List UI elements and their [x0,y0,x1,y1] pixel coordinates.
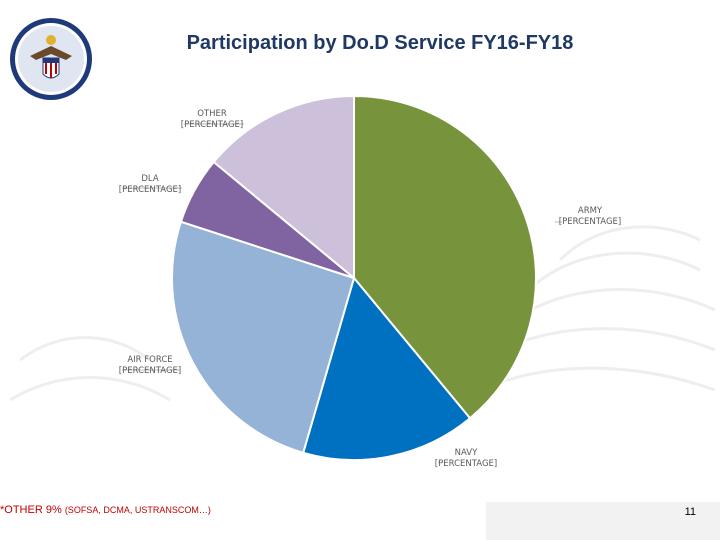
pie-slice-army [353,94,537,420]
slice-label-dla: DLA [PERCENTAGE] [119,174,181,195]
footnote-main: *OTHER 9% [0,504,62,516]
footnote-detail: (SOFSA, DCMA, USTRANSCOM…) [64,505,211,515]
department-of-defense-seal-icon [10,18,92,100]
pie-slice-other [212,94,355,281]
page-number: 11 [684,506,696,518]
slice-label-other: OTHER [PERCENTAGE] [181,109,243,130]
footnote: *OTHER 9% (SOFSA, DCMA, USTRANSCOM…) [0,504,211,516]
page-title: Participation by Do.D Service FY16-FY18 [186,32,574,54]
pie-slice-air-force [171,220,356,455]
pie-slice-navy [301,275,472,461]
slice-label-air-force: AIR FORCE [PERCENTAGE] [119,355,181,376]
page-number-box [486,502,720,540]
slice-label-navy: NAVY [PERCENTAGE] [435,448,497,469]
slice-label-army: ARMY [PERCENTAGE] [559,206,621,227]
